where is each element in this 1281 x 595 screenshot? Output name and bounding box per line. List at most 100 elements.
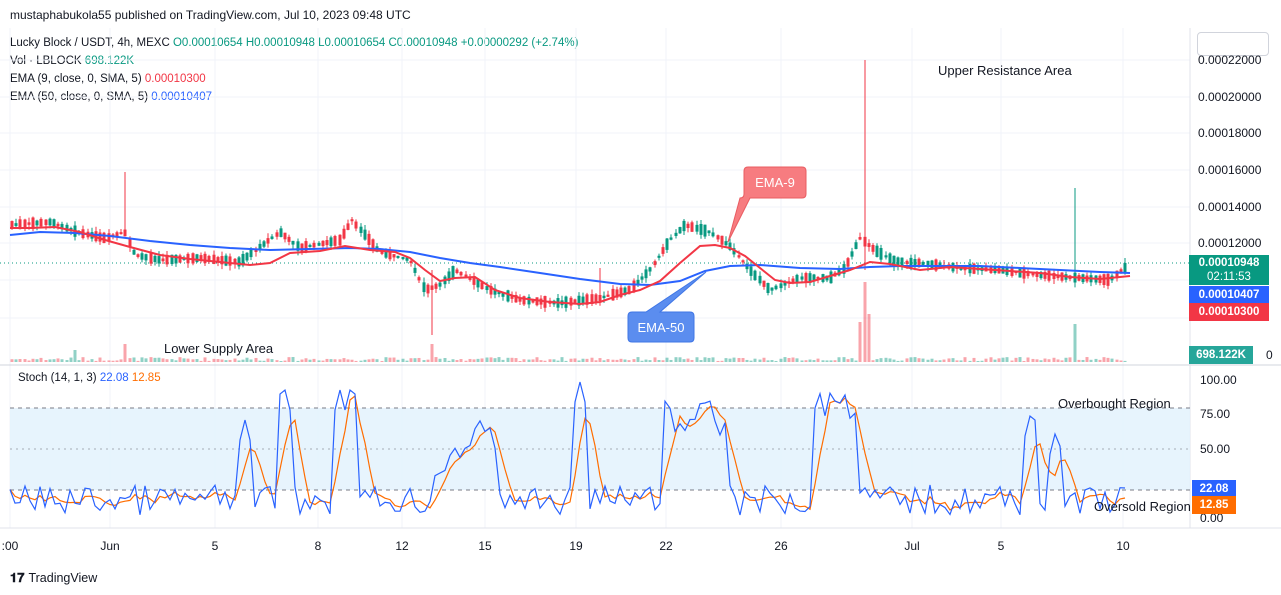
volume-bar xyxy=(329,359,333,362)
volume-bar xyxy=(270,359,274,362)
volume-bar xyxy=(858,322,862,362)
candle-body xyxy=(136,254,140,257)
volume-bar xyxy=(48,359,52,362)
candle-body xyxy=(850,251,854,257)
volume-bar xyxy=(199,360,203,362)
candle-body xyxy=(233,258,237,265)
candle-body xyxy=(1123,262,1127,273)
volume-bar xyxy=(980,360,984,362)
volume-bar xyxy=(346,359,350,362)
candle-body xyxy=(1106,273,1110,286)
candle-body xyxy=(766,282,770,294)
candle-body xyxy=(497,292,501,295)
volume-bar xyxy=(1052,357,1056,362)
candle-body xyxy=(447,271,451,281)
volume-bar xyxy=(653,357,657,362)
oversold-label: Oversold Region xyxy=(1094,499,1191,514)
volume-bar xyxy=(485,357,489,362)
candle-body xyxy=(115,232,119,237)
candle-body xyxy=(615,289,619,298)
candle-body xyxy=(867,243,871,247)
candle-body xyxy=(737,255,741,258)
candle-body xyxy=(905,260,909,265)
candle-body xyxy=(10,221,14,229)
stoch-tick: 0.00 xyxy=(1200,511,1224,525)
volume-bar xyxy=(1043,358,1047,362)
volume-bar xyxy=(632,359,636,362)
candle-body xyxy=(262,241,266,247)
volume-bar xyxy=(569,358,573,362)
volume-bar xyxy=(648,360,652,362)
stoch-axis[interactable]: 100.00 75.00 50.00 0.00 xyxy=(1200,373,1237,525)
volume-bar xyxy=(35,359,39,362)
volume-bar xyxy=(997,358,1001,362)
candle-body xyxy=(921,261,925,265)
candle-body xyxy=(128,237,132,248)
volume-bar xyxy=(115,360,119,362)
volume-bar xyxy=(367,359,371,362)
candle-body xyxy=(779,283,783,289)
time-axis[interactable]: :00 Jun 5 8 12 15 19 22 26 Jul 5 10 xyxy=(2,539,1130,553)
volume-row[interactable]: Vol · LBLOCK 698.122K xyxy=(10,52,578,70)
candle-body xyxy=(686,223,690,229)
volume-value: 698.122K xyxy=(84,55,135,67)
candle-body xyxy=(829,271,833,284)
ema9-row[interactable]: EMA (9, close, 0, SMA, 5) 0.00010300 xyxy=(10,70,578,88)
stoch-legend[interactable]: Stoch (14, 1, 3) 22.08 12.85 xyxy=(18,372,161,384)
volume-bar xyxy=(464,360,468,362)
time-label: 26 xyxy=(774,539,788,553)
volume-bar xyxy=(800,360,804,362)
volume-bar xyxy=(1035,359,1039,362)
volume-bar xyxy=(506,357,510,362)
candle-body xyxy=(728,242,732,250)
time-label: 22 xyxy=(659,539,673,553)
candle-body xyxy=(627,286,631,295)
volume-bar xyxy=(455,360,459,362)
price-axis[interactable]: 0.00022000 0.00020000 0.00018000 0.00016… xyxy=(1198,53,1273,362)
volume-bar xyxy=(144,358,148,362)
volume-bar xyxy=(333,359,337,362)
time-label: 19 xyxy=(569,539,583,553)
symbol-row[interactable]: Lucky Block / USDT, 4h, MEXC O0.00010654… xyxy=(10,34,578,52)
volume-bar xyxy=(77,360,81,362)
candle-body xyxy=(174,254,178,264)
candle-body xyxy=(1039,272,1043,279)
volume-bar xyxy=(1026,357,1030,362)
candle-body xyxy=(598,294,602,302)
candle-body xyxy=(795,274,799,284)
volume-bar xyxy=(350,359,354,362)
volume-bar xyxy=(900,360,904,362)
volume-bar xyxy=(955,360,959,362)
volume-bar xyxy=(165,359,169,362)
candle-body xyxy=(455,269,459,274)
candle-body xyxy=(170,254,174,265)
chart-settings-box[interactable] xyxy=(1197,32,1269,56)
candle-body xyxy=(65,224,69,232)
candle-body xyxy=(203,253,207,264)
time-label: 15 xyxy=(478,539,492,553)
time-label: :00 xyxy=(2,539,19,553)
candle-body xyxy=(31,217,35,230)
volume-bar xyxy=(669,359,673,362)
candle-body xyxy=(485,286,489,291)
volume-bar xyxy=(44,360,48,362)
candle-body xyxy=(228,256,232,266)
candle-body xyxy=(619,287,623,298)
volume-bar xyxy=(23,359,27,362)
volume-bar xyxy=(884,357,888,362)
volume-bar xyxy=(216,359,220,362)
candle-body xyxy=(312,242,316,248)
candle-body xyxy=(846,258,850,267)
volume-bar xyxy=(119,359,123,362)
volume-bar xyxy=(182,358,186,362)
candle-body xyxy=(380,250,384,254)
candle-body xyxy=(354,221,358,229)
volume-bar xyxy=(527,359,531,362)
volume-bar xyxy=(972,357,976,362)
volume-bar xyxy=(623,359,627,362)
candle-body xyxy=(510,295,514,299)
volume-bar xyxy=(161,358,165,362)
tradingview-logo[interactable]: 𝟏𝟕 TradingView xyxy=(10,570,97,586)
candle-body xyxy=(501,292,505,297)
